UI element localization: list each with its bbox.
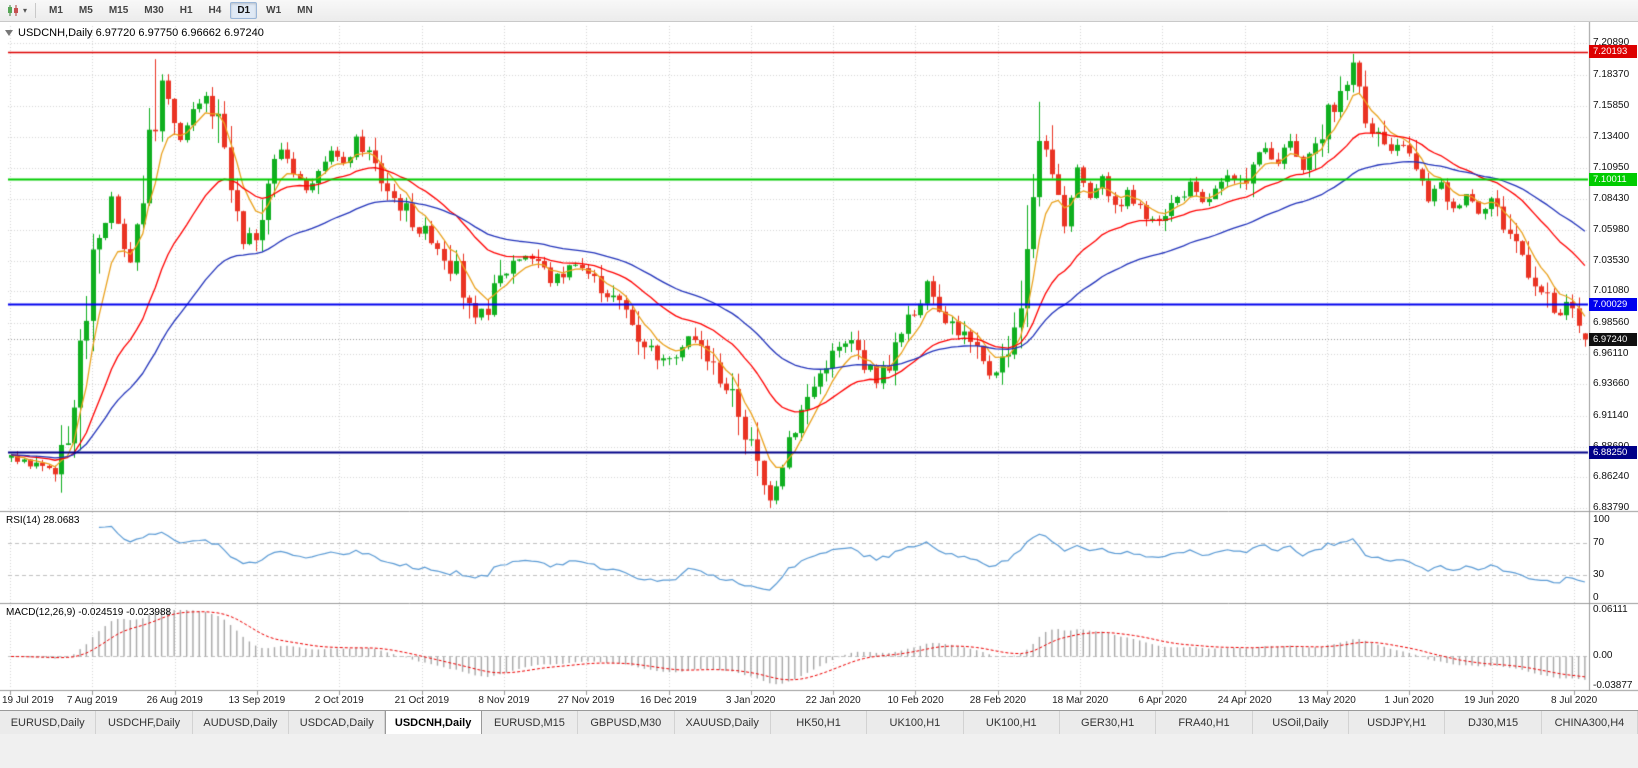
chart-tab-usdjpy-h1[interactable]: USDJPY,H1 (1349, 711, 1446, 734)
one-click-trading-icon[interactable] (5, 30, 13, 36)
chart-tab-fra40-h1[interactable]: FRA40,H1 (1156, 711, 1253, 734)
price-axis-label: 7.10950 (1593, 161, 1630, 173)
date-axis-label: 28 Feb 2020 (969, 695, 1026, 706)
chart-tab-eurusd-m15[interactable]: EURUSD,M15 (481, 711, 579, 734)
chart-tab-uk100-h1[interactable]: UK100,H1 (963, 711, 1060, 734)
date-axis-label: 18 Mar 2020 (1052, 695, 1109, 706)
date-axis-label: 7 Aug 2019 (66, 695, 118, 706)
macd-axis-label: -0.03877 (1593, 680, 1633, 691)
rsi-axis-label: 70 (1593, 537, 1605, 549)
timeframe-button-h4[interactable]: H4 (208, 5, 222, 16)
date-axis-label: 22 Jan 2020 (805, 695, 861, 706)
price-axis-label: 7.13400 (1593, 130, 1630, 142)
chart-title: USDCNH,Daily 6.97720 6.97750 6.96662 6.9… (18, 27, 264, 39)
chart-tab-china300-h4[interactable]: CHINA300,H4 (1541, 711, 1638, 734)
chart-tab-audusd-daily[interactable]: AUDUSD,Daily (192, 711, 290, 734)
candlestick-chart-icon (8, 5, 18, 16)
timeframe-button-w1[interactable]: W1 (266, 5, 282, 16)
chart-tab-eurusd-daily[interactable]: EURUSD,Daily (0, 711, 97, 734)
toolbar-separator (35, 3, 37, 18)
price-axis-label: 7.01080 (1593, 285, 1630, 297)
chart-tab-uk100-h1[interactable]: UK100,H1 (867, 711, 964, 734)
price-level-badge: 7.20193 (1589, 45, 1637, 59)
date-axis-label: 19 Jul 2019 (2, 695, 54, 706)
price-axis-label: 7.08430 (1593, 193, 1630, 205)
macd-axis-label: 0.06111 (1593, 604, 1628, 615)
date-axis-label: 8 Jul 2020 (1551, 695, 1598, 706)
rsi-label: RSI(14) 28.0683 (6, 515, 80, 526)
date-axis-label: 13 Sep 2019 (228, 695, 286, 706)
date-axis-label: 13 May 2020 (1298, 695, 1356, 706)
price-level-badge: 6.88250 (1589, 445, 1637, 459)
price-axis-label: 7.03530 (1593, 254, 1630, 266)
timeframe-button-m5[interactable]: M5 (78, 5, 93, 16)
date-axis-label: 3 Jan 2020 (725, 695, 776, 706)
chart-tab-usoil-daily[interactable]: USOil,Daily (1252, 711, 1350, 734)
price-level-badge: 7.00029 (1589, 297, 1637, 311)
timeframe-button-m30[interactable]: M30 (144, 5, 164, 16)
chart-tab-xauusd-daily[interactable]: XAUUSD,Daily (674, 711, 771, 734)
date-axis-label: 6 Apr 2020 (1138, 695, 1187, 706)
timeframe-button-m1[interactable]: M1 (49, 5, 63, 16)
macd-axis-label: 0.00 (1593, 650, 1613, 662)
date-axis-label: 27 Nov 2019 (557, 695, 615, 706)
price-axis-label: 6.91140 (1593, 409, 1629, 421)
chart-tab-ger30-h1[interactable]: GER30,H1 (1059, 711, 1157, 734)
date-axis-label: 26 Aug 2019 (146, 695, 203, 706)
price-axis-label: 6.83790 (1593, 502, 1630, 513)
date-axis-label: 1 Jun 2020 (1384, 695, 1434, 706)
chart-tab-usdchf-daily[interactable]: USDCHF,Daily (96, 711, 193, 734)
date-axis-label: 10 Feb 2020 (887, 695, 944, 706)
timeframe-button-d1[interactable]: D1 (230, 2, 258, 19)
chevron-down-icon: ▾ (23, 5, 28, 15)
date-axis-label: 24 Apr 2020 (1217, 695, 1272, 706)
chart-window[interactable]: USDCNH,Daily 6.97720 6.97750 6.96662 6.9… (0, 22, 1638, 710)
chart-title-row: USDCNH,Daily 6.97720 6.97750 6.96662 6.9… (5, 27, 264, 39)
price-level-badge: 7.10011 (1589, 172, 1637, 186)
timeframe-buttons: M1 M5 M15 M30 H1 H4 D1 W1 MN (41, 2, 321, 19)
price-axis-label: 6.93660 (1593, 378, 1630, 390)
price-axis-label: 7.05980 (1593, 223, 1630, 235)
rsi-axis-label: 0 (1593, 592, 1599, 603)
chart-type-button[interactable]: ▾ (3, 3, 30, 18)
chart-tab-bar: EURUSD,Daily USDCHF,Daily AUDUSD,Daily USDC… (0, 710, 1638, 734)
date-axis-label: 19 Jun 2020 (1464, 695, 1520, 706)
timeframe-button-m15[interactable]: M15 (108, 5, 129, 16)
price-axis-label: 7.15850 (1593, 100, 1630, 112)
timeframe-button-h1[interactable]: H1 (179, 5, 193, 16)
current-price-badge: 6.97240 (1589, 332, 1637, 346)
status-filler (0, 734, 1638, 768)
chart-tab-dj30-m15[interactable]: DJ30,M15 (1445, 711, 1542, 734)
chart-tab-hk50-h1[interactable]: HK50,H1 (770, 711, 868, 734)
date-axis-label: 16 Dec 2019 (640, 695, 697, 706)
price-axis-label: 7.20890 (1593, 37, 1630, 48)
rsi-axis-label: 30 (1593, 568, 1605, 580)
date-axis-label: 21 Oct 2019 (394, 695, 450, 706)
price-axis-label: 6.86240 (1593, 471, 1630, 483)
date-axis-label: 8 Nov 2019 (478, 695, 530, 706)
price-chart-canvas[interactable] (0, 22, 1638, 710)
timeframe-button-mn[interactable]: MN (297, 5, 313, 16)
price-axis-label: 7.18370 (1593, 68, 1630, 80)
toolbar: ▾ M1 M5 M15 M30 H1 H4 D1 W1 MN (0, 0, 1638, 22)
chart-tab-gbpusd-m30[interactable]: GBPUSD,M30 (578, 711, 675, 734)
price-axis-label: 6.98560 (1593, 316, 1630, 328)
date-axis-label: 2 Oct 2019 (314, 695, 364, 706)
macd-label: MACD(12,26,9) -0.024519 -0.023988 (6, 607, 172, 618)
chart-tab-usdcnh-daily[interactable]: USDCNH,Daily (385, 711, 482, 734)
rsi-axis-label: 100 (1593, 514, 1610, 525)
chart-tab-usdcad-daily[interactable]: USDCAD,Daily (289, 711, 386, 734)
price-axis-label: 6.96110 (1593, 347, 1629, 359)
